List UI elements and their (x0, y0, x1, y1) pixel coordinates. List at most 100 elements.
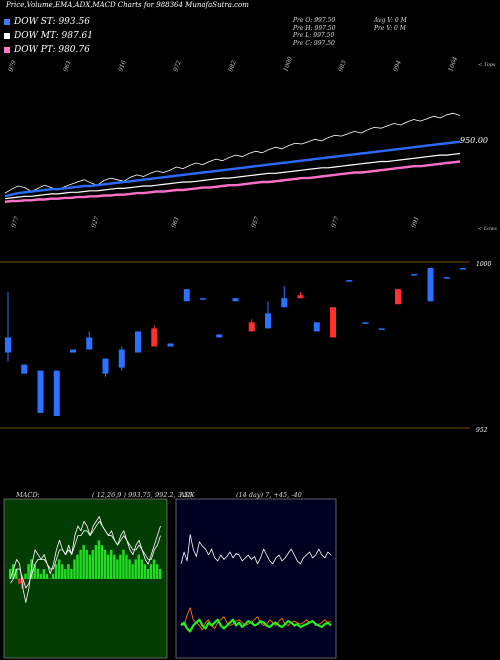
macd-histogram-bar (103, 549, 107, 579)
legend-label-st: DOW ST: 993.56 (14, 17, 90, 27)
ema-line-0 (4, 112, 461, 194)
macd-histogram-bar (42, 568, 46, 579)
candle-body (151, 328, 158, 347)
adx-panel (175, 498, 337, 659)
macd-histogram-bar (76, 554, 79, 579)
candle-body (378, 328, 385, 330)
prev-volume: Pre V: 0 M (374, 24, 406, 32)
macd-histogram-bar (27, 564, 30, 579)
macd-histogram-bar (45, 573, 49, 579)
candle-body (21, 364, 28, 374)
macd-histogram-bar (134, 559, 137, 579)
candle-body (460, 268, 466, 270)
macd-histogram-bar (57, 559, 61, 579)
bottom-tick-label: 977 (10, 215, 21, 228)
macd-histogram-bar (48, 578, 52, 579)
candle-body (297, 295, 304, 299)
legend-dow-mt: DOW MT: 987.61 (4, 31, 93, 41)
macd-histogram-bar (54, 564, 58, 579)
macd-histogram-bar (128, 559, 131, 579)
macd-histogram-bar (39, 573, 43, 579)
top-tick-label: 916 (117, 59, 128, 72)
macd-histogram-bar (24, 573, 27, 579)
macd-histogram-bar (94, 545, 98, 579)
macd-line-1 (10, 520, 161, 589)
legend-label-pt: DOW PT: 980.76 (14, 45, 90, 55)
legend-swatch-pt (4, 47, 10, 53)
price-level-label: 952 (476, 427, 488, 434)
macd-histogram-bar (106, 554, 110, 579)
macd-histogram-bar (9, 568, 12, 579)
top-tick-label: 1000 (282, 56, 294, 73)
macd-histogram-bar (97, 540, 101, 579)
candle-body (346, 280, 353, 282)
top-tick-label: 1004 (447, 56, 459, 73)
price-level-label: 1000 (476, 261, 491, 268)
top-tick-label: 994 (392, 59, 403, 72)
macd-histogram-bar (125, 554, 128, 579)
macd-histogram-bar (119, 554, 122, 579)
candle-body (248, 322, 255, 332)
lows-label: < Lows (478, 226, 497, 232)
legend-dow-st: DOW ST: 993.56 (4, 17, 90, 27)
ohlc-readout: Pre O: 997.50 Pre H: 997.50 Pre L: 997.5… (293, 17, 336, 47)
ema-line-3 (4, 160, 461, 203)
top-tick-label: 979 (7, 59, 18, 72)
legend-label-mt: DOW MT: 987.61 (14, 31, 93, 41)
ohlc-close: Pre C: 997.50 (293, 39, 335, 47)
macd-histogram-bar (137, 554, 140, 579)
ema-line-2 (4, 152, 461, 200)
macd-histogram-bar (158, 568, 162, 579)
macd-histogram-bar (79, 549, 82, 579)
legend-dow-pt: DOW PT: 980.76 (4, 45, 90, 55)
macd-histogram-bar (91, 549, 95, 579)
adx-line-1 (180, 607, 332, 631)
macd-histogram-bar (70, 568, 73, 579)
candle-body (167, 343, 174, 347)
ema-line-1 (4, 140, 461, 198)
macd-histogram-bar (64, 568, 67, 579)
macd-histogram-bar (67, 564, 70, 579)
ohlc-open: Pre O: 997.50 (293, 17, 336, 24)
adx-params: (14 day) 7, +45, -40 (236, 491, 302, 499)
volume-readout: Avg V: 0 M Pre V: 0 M (374, 17, 407, 32)
macd-histogram-bar (146, 568, 150, 579)
candle-body (102, 358, 109, 374)
macd-histogram-bar (82, 545, 85, 579)
bottom-tick-label: 991 (410, 216, 420, 229)
macd-histogram-bar (122, 549, 125, 579)
ohlc-high: Pre H: 997.50 (293, 24, 336, 32)
macd-histogram-bar (140, 559, 144, 579)
candle-body (216, 334, 223, 338)
candle-body (411, 274, 418, 276)
macd-histogram-bar (36, 568, 39, 579)
macd-histogram-bar (18, 578, 21, 584)
macd-line-0 (10, 516, 161, 603)
adx-line-2 (180, 618, 332, 633)
top-tick-label: 961 (62, 60, 72, 73)
adx-line-0 (180, 534, 332, 565)
candle-body (200, 298, 206, 300)
candle-body (135, 331, 141, 353)
macd-histogram-bar (149, 564, 153, 579)
macd-histogram-bar (109, 549, 113, 579)
candle-body (118, 349, 125, 368)
avg-volume: Avg V: 0 M (374, 17, 407, 24)
macd-histogram-bar (152, 559, 156, 579)
macd-histogram-bar (15, 568, 18, 579)
candle-body (443, 277, 450, 279)
top-tick-label: 972 (172, 59, 183, 72)
candle-body (362, 322, 369, 324)
candle-body (281, 298, 288, 308)
candle-body (183, 289, 190, 302)
level-label: 950.00 (460, 136, 488, 145)
macd-histogram-bar (51, 573, 55, 579)
top-tick-label: 982 (227, 59, 238, 72)
macd-histogram-bar (33, 564, 36, 579)
bottom-tick-label: 977 (330, 215, 341, 228)
candle-body (70, 349, 76, 353)
macd-histogram-bar (61, 564, 64, 579)
macd-histogram-bar (131, 564, 134, 579)
macd-title: MACD: (16, 491, 40, 499)
